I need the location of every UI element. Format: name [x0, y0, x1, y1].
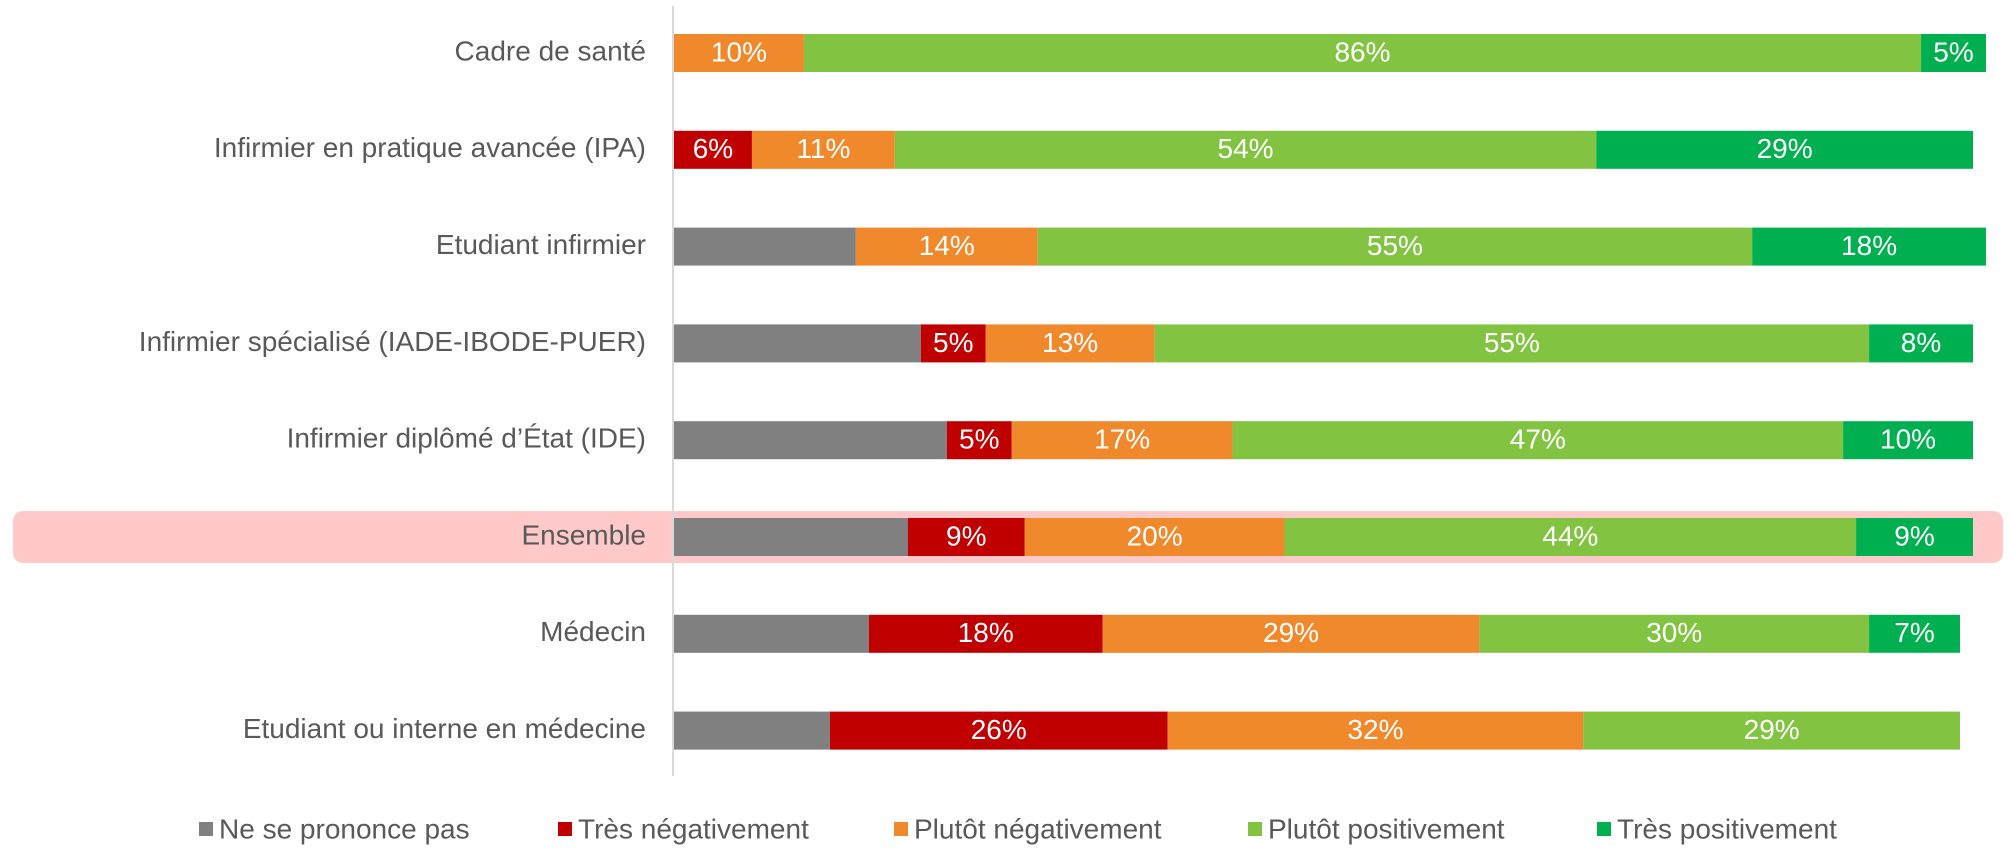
category-label: Infirmier en pratique avancée (IPA)	[214, 132, 646, 163]
legend-label: Très positivement	[1617, 813, 1837, 844]
data-label: 9%	[1894, 520, 1934, 551]
bar-segment	[1024, 518, 1285, 556]
bar-segment	[1856, 518, 1973, 556]
legend-label: Très négativement	[578, 813, 809, 844]
data-label: 10%	[711, 36, 767, 67]
bar-segment	[946, 421, 1012, 460]
data-label: 5%	[959, 424, 999, 455]
bar-segment	[1037, 227, 1753, 266]
bar-segment	[1284, 518, 1857, 556]
legend-swatch	[894, 822, 908, 836]
data-label: 9%	[946, 520, 986, 551]
data-label: 86%	[1334, 36, 1390, 67]
bar-segment	[1869, 614, 1961, 653]
legend-swatch	[558, 822, 572, 836]
bar-segment	[1232, 421, 1844, 460]
legend-swatch	[1248, 822, 1262, 836]
legend-swatch	[199, 822, 213, 836]
bar-segment	[674, 421, 947, 460]
category-label: Médecin	[540, 616, 646, 647]
category-label: Cadre de santé	[455, 35, 646, 66]
bar-segment	[920, 324, 986, 363]
bar-segment	[674, 518, 908, 556]
bar-segment	[674, 34, 804, 72]
bar-segment	[1869, 324, 1973, 363]
data-label: 13%	[1042, 327, 1098, 358]
bar-segment	[1596, 130, 1973, 169]
data-label: 20%	[1127, 520, 1183, 551]
bar-segment	[1479, 614, 1870, 653]
data-label: 29%	[1263, 617, 1319, 648]
bar-segment	[674, 324, 921, 363]
bar-segment	[1011, 421, 1233, 460]
bar-segment	[1843, 421, 1973, 460]
bar-segment	[1583, 711, 1961, 750]
bar-segment	[674, 130, 752, 169]
data-label: 18%	[1841, 230, 1897, 261]
legend-label: Ne se prononce pas	[219, 813, 470, 844]
data-label: 8%	[1901, 327, 1941, 358]
data-label: 10%	[1880, 424, 1936, 455]
data-label: 17%	[1094, 424, 1150, 455]
data-label: 14%	[919, 230, 975, 261]
bar-segment	[829, 711, 1168, 750]
data-label: 5%	[933, 327, 973, 358]
bar-segment	[674, 614, 869, 653]
data-label: 29%	[1757, 133, 1813, 164]
bar-segment	[985, 324, 1155, 363]
bar-segment	[803, 34, 1922, 72]
bar-segment	[751, 130, 895, 169]
bar-segment	[674, 227, 856, 266]
data-label: 26%	[971, 714, 1027, 745]
bar-segment	[1154, 324, 1870, 363]
bar-segment	[1167, 711, 1584, 750]
bar-segment	[855, 227, 1038, 266]
data-label: 18%	[958, 617, 1014, 648]
bar-segment	[894, 130, 1597, 169]
data-label: 30%	[1646, 617, 1702, 648]
bar-segment	[1752, 227, 1986, 266]
bar-segment	[907, 518, 1025, 556]
data-label: 29%	[1744, 714, 1800, 745]
bar-segment	[868, 614, 1103, 653]
data-label: 5%	[1933, 36, 1973, 67]
bar-segment	[674, 711, 830, 750]
data-label: 55%	[1367, 230, 1423, 261]
data-label: 11%	[796, 133, 850, 164]
bar-segment	[1102, 614, 1480, 653]
category-label: Etudiant infirmier	[436, 229, 646, 260]
category-label: Ensemble	[521, 519, 646, 550]
data-label: 32%	[1347, 714, 1403, 745]
legend-label: Plutôt positivement	[1268, 813, 1505, 844]
data-label: 55%	[1484, 327, 1540, 358]
category-label: Infirmier diplômé d’État (IDE)	[287, 423, 646, 454]
bar-segment	[1921, 34, 1986, 72]
category-label: Infirmier spécialisé (IADE-IBODE-PUER)	[139, 326, 646, 357]
legend-label: Plutôt négativement	[914, 813, 1162, 844]
data-label: 54%	[1218, 133, 1274, 164]
data-label: 47%	[1510, 424, 1566, 455]
data-label: 44%	[1542, 520, 1598, 551]
legend-swatch	[1597, 822, 1611, 836]
category-label: Etudiant ou interne en médecine	[243, 713, 646, 744]
data-label: 7%	[1894, 617, 1934, 648]
data-label: 6%	[693, 133, 733, 164]
